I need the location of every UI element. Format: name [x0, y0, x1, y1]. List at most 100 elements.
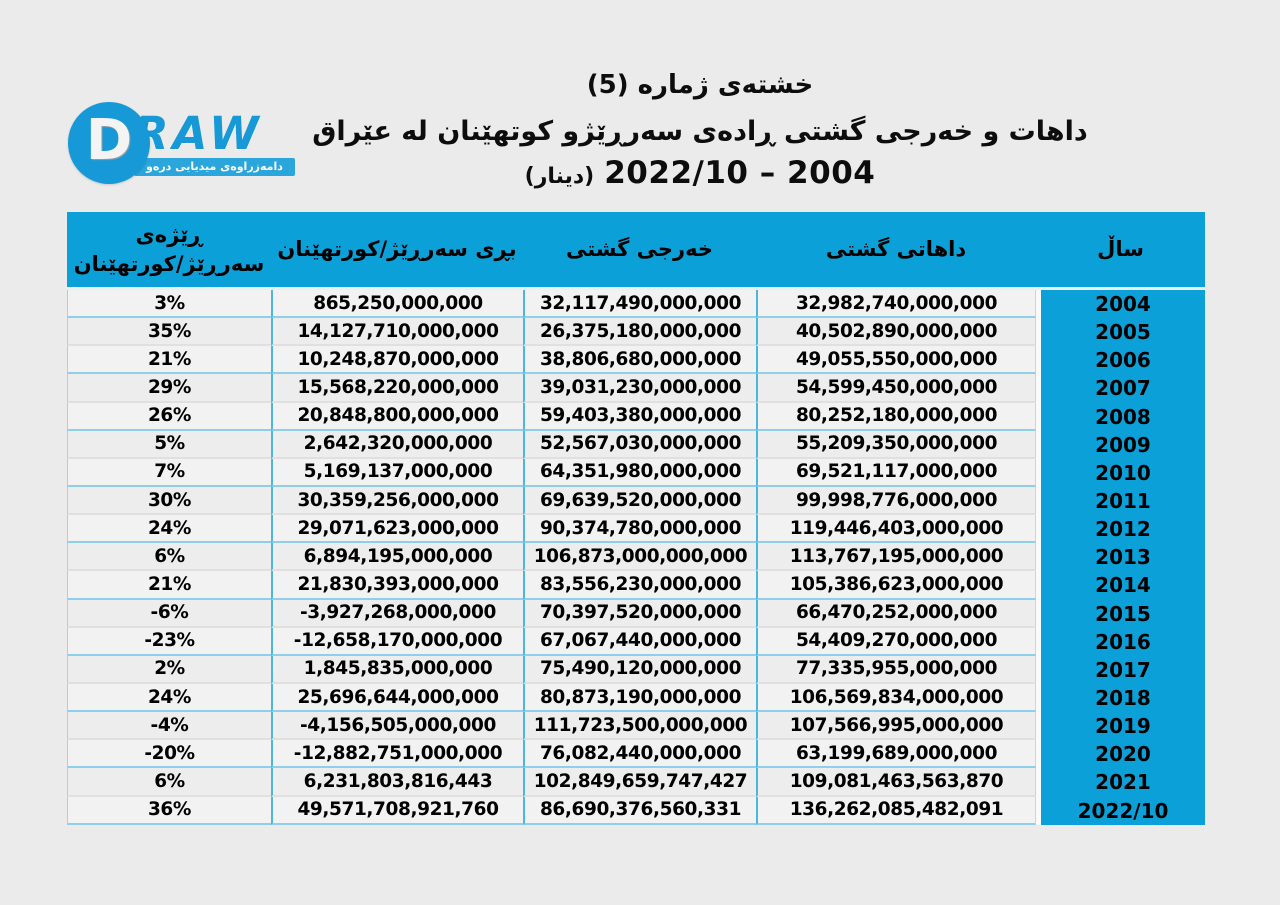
header-ratio: ڕێژەی سەرڕێژ/کورتهێنان — [67, 212, 271, 287]
year-range-label: 2022/10 – 2004 — [604, 155, 876, 191]
cell-amount: 49,571,708,921,760 — [271, 796, 523, 825]
cell-ratio: 24% — [67, 515, 271, 544]
cell-expenditure: 86,690,376,560,331 — [523, 796, 756, 825]
brand-logo: D RAW دامەزراوەی میدیایی درەو — [68, 102, 295, 184]
header-expenditure: خەرجی گشتی — [565, 237, 714, 262]
cell-revenue: 69,521,117,000,000 — [756, 458, 1036, 487]
cell-year: 2013 — [1036, 543, 1205, 572]
cell-revenue: 54,599,450,000,000 — [756, 374, 1036, 403]
cell-amount: 14,127,710,000,000 — [271, 318, 523, 347]
cell-ratio: 26% — [67, 402, 271, 431]
cell-year: 2021 — [1036, 768, 1205, 797]
cell-amount: 15,568,220,000,000 — [271, 374, 523, 403]
cell-revenue: 106,569,834,000,000 — [756, 683, 1036, 713]
header-revenue: داهاتی گشتی — [825, 237, 967, 262]
cell-revenue: 49,055,550,000,000 — [756, 346, 1036, 375]
cell-ratio: 30% — [67, 486, 271, 516]
cell-ratio: 35% — [67, 318, 271, 347]
cell-expenditure: 75,490,120,000,000 — [523, 655, 756, 684]
header-ratio-line2: سەرڕێژ/کورتهێنان — [73, 251, 265, 276]
cell-ratio: 24% — [67, 683, 271, 713]
cell-revenue: 119,446,403,000,000 — [756, 515, 1036, 544]
table-subject-title: داهات و خەرجی گشتی ڕادەی سەرڕێژو کوتهێنا… — [312, 116, 1088, 147]
cell-amount: 20,848,800,000,000 — [271, 402, 523, 431]
cell-expenditure: 106,873,000,000,000 — [523, 543, 756, 572]
cell-expenditure: 90,374,780,000,000 — [523, 515, 756, 544]
cell-ratio: 5% — [67, 430, 271, 459]
cell-year: 2018 — [1036, 683, 1205, 713]
cell-revenue: 105,386,623,000,000 — [756, 571, 1036, 600]
table-number-title: خشتەی ژمارە (5) — [586, 70, 814, 100]
cell-amount: -12,882,751,000,000 — [271, 740, 523, 769]
cell-amount: 10,248,870,000,000 — [271, 346, 523, 375]
cell-amount: 2,642,320,000,000 — [271, 430, 523, 459]
cell-amount: 30,359,256,000,000 — [271, 486, 523, 516]
cell-ratio: 6% — [67, 768, 271, 797]
cell-ratio: -20% — [67, 740, 271, 769]
cell-revenue: 113,767,195,000,000 — [756, 543, 1036, 572]
cell-year: 2016 — [1036, 627, 1205, 656]
cell-revenue: 55,209,350,000,000 — [756, 430, 1036, 459]
cell-year: 2010 — [1036, 458, 1205, 487]
cell-ratio: 3% — [67, 290, 271, 319]
table-body: 3% 865,250,000,000 32,117,490,000,000 32,98… — [67, 290, 1205, 825]
logo-circle-icon: D — [68, 102, 150, 184]
cell-ratio: -6% — [67, 599, 271, 628]
cell-expenditure: 80,873,190,000,000 — [523, 683, 756, 713]
cell-year: 2012 — [1036, 515, 1205, 544]
cell-year: 2008 — [1036, 402, 1205, 431]
cell-expenditure: 83,556,230,000,000 — [523, 571, 756, 600]
cell-year: 2022/10 — [1036, 796, 1205, 825]
cell-revenue: 80,252,180,000,000 — [756, 402, 1036, 431]
cell-expenditure: 111,723,500,000,000 — [523, 712, 756, 741]
cell-revenue: 40,502,890,000,000 — [756, 318, 1036, 347]
cell-revenue: 136,262,085,482,091 — [756, 796, 1036, 825]
cell-ratio: 29% — [67, 374, 271, 403]
cell-amount: -4,156,505,000,000 — [271, 712, 523, 741]
cell-year: 2006 — [1036, 346, 1205, 375]
period-and-unit-title: (دینار) 2022/10 – 2004 — [120, 155, 1280, 191]
cell-revenue: 109,081,463,563,870 — [756, 768, 1036, 797]
cell-expenditure: 52,567,030,000,000 — [523, 430, 756, 459]
cell-amount: 25,696,644,000,000 — [271, 683, 523, 713]
cell-year: 2007 — [1036, 374, 1205, 403]
cell-ratio: 7% — [67, 458, 271, 487]
cell-amount: 5,169,137,000,000 — [271, 458, 523, 487]
cell-expenditure: 67,067,440,000,000 — [523, 627, 756, 656]
logo-brand-text: RAW — [134, 106, 263, 160]
cell-expenditure: 69,639,520,000,000 — [523, 486, 756, 516]
cell-amount: 21,830,393,000,000 — [271, 571, 523, 600]
cell-expenditure: 26,375,180,000,000 — [523, 318, 756, 347]
cell-expenditure: 64,351,980,000,000 — [523, 458, 756, 487]
cell-expenditure: 76,082,440,000,000 — [523, 740, 756, 769]
cell-ratio: 2% — [67, 655, 271, 684]
cell-revenue: 107,566,995,000,000 — [756, 712, 1036, 741]
cell-expenditure: 39,031,230,000,000 — [523, 374, 756, 403]
cell-expenditure: 70,397,520,000,000 — [523, 599, 756, 628]
cell-ratio: -23% — [67, 627, 271, 656]
data-table: ڕێژەی سەرڕێژ/کورتهێنان بڕی سەرڕێژ/کورتهێ… — [67, 212, 1205, 825]
cell-revenue: 63,199,689,000,000 — [756, 740, 1036, 769]
cell-ratio: 6% — [67, 543, 271, 572]
cell-year: 2009 — [1036, 430, 1205, 459]
logo-tagline: دامەزراوەی میدیایی درەو — [134, 157, 295, 176]
cell-revenue: 32,982,740,000,000 — [756, 290, 1036, 319]
currency-unit-label: (دینار) — [524, 164, 595, 189]
cell-year: 2011 — [1036, 486, 1205, 516]
cell-amount: -12,658,170,000,000 — [271, 627, 523, 656]
cell-ratio: -4% — [67, 712, 271, 741]
cell-revenue: 66,470,252,000,000 — [756, 599, 1036, 628]
logo-d-mark: D — [85, 108, 133, 173]
title-block: خشتەی ژمارە (5) داهات و خەرجی گشتی ڕادەی… — [120, 70, 1280, 191]
cell-revenue: 77,335,955,000,000 — [756, 655, 1036, 684]
cell-amount: 29,071,623,000,000 — [271, 515, 523, 544]
cell-amount: 6,231,803,816,443 — [271, 768, 523, 797]
cell-year: 2015 — [1036, 599, 1205, 628]
header-ratio-line1: ڕێژەی — [135, 223, 203, 248]
cell-amount: 6,894,195,000,000 — [271, 543, 523, 572]
cell-revenue: 54,409,270,000,000 — [756, 627, 1036, 656]
cell-expenditure: 59,403,380,000,000 — [523, 402, 756, 431]
cell-year: 2014 — [1036, 571, 1205, 600]
logo-text-block: RAW دامەزراوەی میدیایی درەو — [134, 111, 295, 176]
cell-ratio: 21% — [67, 571, 271, 600]
